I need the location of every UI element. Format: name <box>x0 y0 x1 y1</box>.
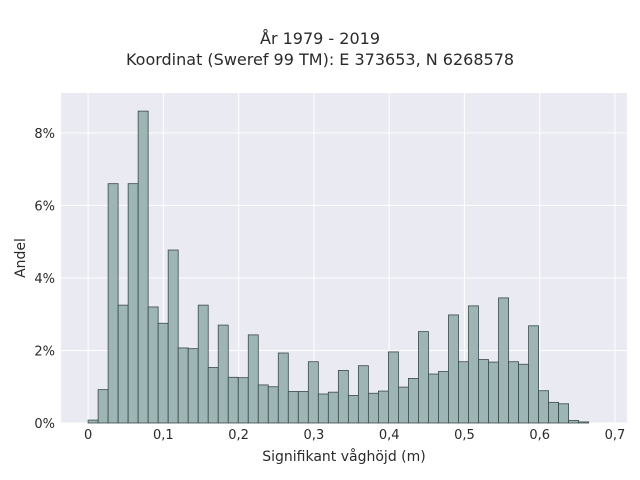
x-tick-label: 0,1 <box>153 428 174 443</box>
histogram-bar <box>377 390 389 424</box>
histogram-bar <box>418 331 429 424</box>
x-tick-label: 0,7 <box>605 428 626 443</box>
y-axis-label: Andel <box>13 238 29 278</box>
histogram-bar <box>237 377 249 424</box>
histogram-bar <box>408 377 419 424</box>
y-tick-label: 2% <box>34 344 55 359</box>
histogram-bar <box>327 391 339 424</box>
histogram-bar <box>538 390 549 424</box>
histogram-bar <box>307 361 319 424</box>
histogram-bar <box>458 361 469 424</box>
x-axis-ticks: 0 0,1 0,2 0,3 0,4 0,5 0,6 0,7 <box>84 428 625 443</box>
histogram-bar <box>357 365 369 424</box>
histogram-bar <box>518 363 529 424</box>
histogram-bar <box>117 304 129 424</box>
x-tick-label: 0,3 <box>304 428 325 443</box>
histogram-bar <box>167 249 179 424</box>
x-tick-label: 0,2 <box>228 428 249 443</box>
x-tick-label: 0,4 <box>379 428 400 443</box>
histogram-bar <box>448 314 459 424</box>
chart-title-line-2: Koordinat (Sweref 99 TM): E 373653, N 62… <box>125 50 515 69</box>
histogram-bar <box>137 110 149 424</box>
histogram-bar <box>528 325 539 424</box>
y-axis-ticks: 0% 2% 4% 6% 8% <box>34 127 55 432</box>
histogram-bar <box>267 386 279 424</box>
histogram-bar <box>438 371 449 424</box>
histogram-bar <box>468 305 479 424</box>
histogram-bar <box>367 392 379 424</box>
x-tick-label: 0,5 <box>454 428 475 443</box>
y-tick-label: 8% <box>34 127 55 142</box>
histogram-bar <box>177 347 189 424</box>
histogram-bar <box>207 367 219 424</box>
histogram-bar <box>398 386 409 424</box>
x-tick-label: 0 <box>84 428 92 443</box>
histogram-bar <box>107 183 119 424</box>
histogram-bar <box>277 352 289 424</box>
histogram-bar <box>508 361 519 424</box>
histogram-bar <box>227 376 239 424</box>
histogram-bar <box>347 395 359 424</box>
histogram-bar <box>257 384 269 424</box>
histogram-bar <box>568 420 580 424</box>
histogram-bar <box>337 370 349 424</box>
histogram-bar <box>87 419 99 424</box>
x-tick-label: 0,6 <box>529 428 550 443</box>
x-axis-label: Signifikant våghöjd (m) <box>262 448 425 465</box>
histogram-bar <box>147 306 159 424</box>
histogram-bar <box>558 403 569 424</box>
histogram-bar <box>247 334 259 424</box>
histogram-bar <box>197 304 209 424</box>
histogram-bar <box>217 324 229 424</box>
histogram-bar <box>187 348 199 424</box>
bars <box>87 110 590 424</box>
histogram-bar <box>478 359 489 424</box>
histogram-bar <box>157 322 169 424</box>
histogram-bar <box>548 401 559 424</box>
histogram-bar <box>428 373 439 424</box>
y-tick-label: 0% <box>34 417 55 432</box>
histogram-bar <box>488 361 499 424</box>
y-tick-label: 6% <box>34 199 55 214</box>
histogram-bar <box>297 391 309 424</box>
histogram-bar <box>287 391 299 424</box>
histogram-bar <box>578 421 590 424</box>
y-tick-label: 4% <box>34 272 55 287</box>
histogram-bar <box>97 389 109 424</box>
chart-title-line-1: År 1979 - 2019 <box>260 29 380 48</box>
histogram-bar <box>498 297 509 424</box>
histogram-bar <box>388 351 399 424</box>
histogram-bar <box>127 183 139 424</box>
histogram-bar <box>317 393 329 424</box>
